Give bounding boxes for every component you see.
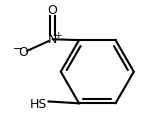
Text: N: N <box>48 33 57 46</box>
Text: HS: HS <box>30 98 47 111</box>
Text: O: O <box>48 4 58 17</box>
Text: −: − <box>13 44 22 54</box>
Text: +: + <box>54 31 62 40</box>
Text: O: O <box>18 46 28 59</box>
